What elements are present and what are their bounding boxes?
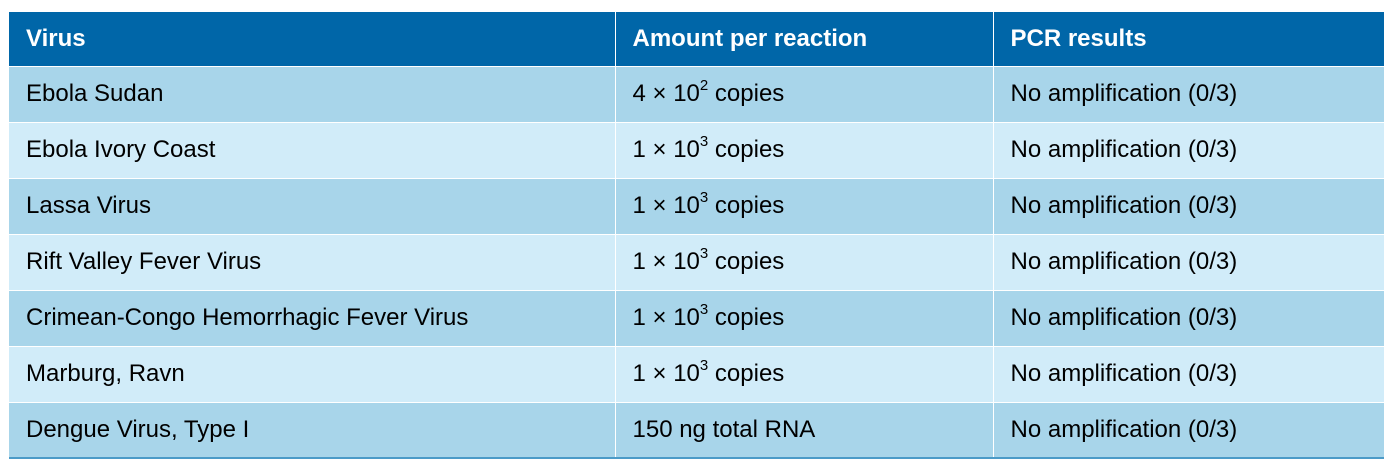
table-row: Ebola Sudan 4 × 102 copies No amplificat… [9, 66, 1384, 122]
table-row: Ebola Ivory Coast 1 × 103 copies No ampl… [9, 122, 1384, 178]
amount-cell: 1 × 103 copies [615, 290, 994, 346]
pcr-result-cell: No amplification (0/3) [1010, 80, 1238, 107]
virus-cell: Rift Valley Fever Virus [9, 234, 616, 290]
virus-cell: Marburg, Ravn [9, 346, 616, 402]
amount-exponent: 3 [699, 245, 709, 262]
amount-unit: copies [708, 80, 785, 107]
table-row: Marburg, Ravn 1 × 103 copies No amplific… [9, 346, 1384, 402]
table-header: Virus Amount per reaction PCR results [9, 12, 1384, 66]
amount-base: 150 ng total RNA [632, 415, 816, 443]
virus-cell: Ebola Ivory Coast [9, 122, 616, 178]
virus-specificity-table: Virus Amount per reaction PCR results Eb… [9, 12, 1384, 459]
amount-base: 1 × 10 [632, 136, 700, 163]
amount-base: 1 × 10 [632, 192, 700, 219]
virus-cell: Lassa Virus [9, 178, 616, 234]
pcr-result-cell: No amplification (0/3) [1010, 304, 1238, 331]
amount-exponent: 3 [699, 357, 709, 374]
table-row: Rift Valley Fever Virus 1 × 103 copies N… [9, 234, 1384, 290]
amount-base: 1 × 10 [632, 360, 700, 387]
amount-cell: 1 × 103 copies [615, 234, 994, 290]
amount-cell: 1 × 103 copies [615, 122, 994, 178]
virus-cell: Dengue Virus, Type I [9, 402, 616, 458]
amount-base: 1 × 10 [632, 248, 700, 275]
amount-exponent: 3 [699, 301, 709, 318]
pcr-result-cell: No amplification (0/3) [1010, 248, 1238, 275]
amount-cell: 1 × 103 copies [615, 178, 994, 234]
amount-base: 4 × 10 [632, 80, 700, 107]
header-amount: Amount per reaction [615, 12, 994, 66]
amount-unit: copies [708, 136, 785, 163]
amount-cell: 1 × 103 copies [615, 346, 994, 402]
header-row: Virus Amount per reaction PCR results [9, 12, 1384, 66]
amount-unit: copies [708, 248, 785, 275]
virus-cell: Crimean-Congo Hemorrhagic Fever Virus [9, 290, 616, 346]
header-virus: Virus [9, 12, 616, 66]
table-body: Ebola Sudan 4 × 102 copies No amplificat… [9, 66, 1384, 458]
table-row: Dengue Virus, Type I 150 ng total RNA No… [9, 402, 1384, 458]
amount-exponent: 3 [699, 189, 709, 206]
pcr-result-cell: No amplification (0/3) [1010, 415, 1238, 443]
amount-cell: 150 ng total RNA [615, 402, 994, 458]
table-row: Lassa Virus 1 × 103 copies No amplificat… [9, 178, 1384, 234]
header-pcr-results: PCR results [1010, 24, 1147, 52]
pcr-result-cell: No amplification (0/3) [1010, 192, 1238, 219]
amount-cell: 4 × 102 copies [615, 66, 994, 122]
pcr-result-cell: No amplification (0/3) [1010, 360, 1238, 387]
amount-unit: copies [708, 304, 785, 331]
amount-exponent: 3 [699, 133, 709, 150]
amount-exponent: 2 [699, 77, 709, 94]
amount-unit: copies [708, 360, 785, 387]
virus-cell: Ebola Sudan [9, 66, 616, 122]
amount-unit: copies [708, 192, 785, 219]
amount-base: 1 × 10 [632, 304, 700, 331]
pcr-result-cell: No amplification (0/3) [1010, 136, 1238, 163]
table-row: Crimean-Congo Hemorrhagic Fever Virus 1 … [9, 290, 1384, 346]
